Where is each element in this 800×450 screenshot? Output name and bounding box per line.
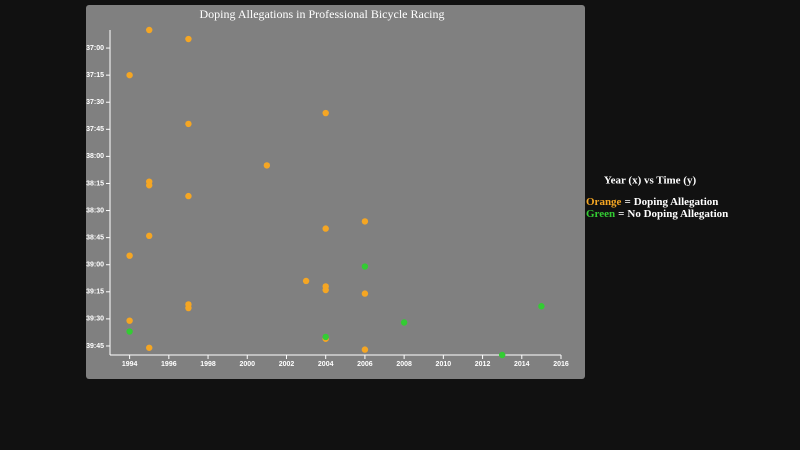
point (302, 277, 310, 285)
y-tick-label: 37:30 (86, 99, 104, 106)
x-tick-label: 2000 (239, 361, 255, 368)
y-tick-label: 38:15 (86, 180, 104, 187)
point (146, 26, 153, 34)
legend-color-word: Green (586, 208, 615, 220)
x-tick-label: 2006 (357, 361, 373, 368)
y-tick-label: 39:15 (86, 289, 104, 296)
y-tick-label: 39:00 (86, 262, 104, 269)
point (498, 351, 506, 359)
x-tick-label: 2016 (553, 361, 569, 368)
y-tick-label: 37:15 (86, 72, 104, 79)
point (126, 328, 133, 335)
legend-color-word: Orange (586, 196, 622, 208)
x-tick-label: 1994 (122, 361, 138, 368)
legend-title: Year (x) vs Time (y) (604, 175, 697, 187)
chart-title: Doping Allegations in Professional Bicyc… (200, 7, 445, 21)
point (126, 317, 133, 324)
point (146, 344, 153, 351)
y-tick-label: 38:45 (86, 234, 104, 241)
point (322, 286, 329, 294)
y-tick-label: 39:30 (86, 316, 104, 323)
point (322, 109, 329, 117)
point (126, 71, 133, 79)
point (185, 35, 192, 43)
x-tick-label: 2002 (279, 361, 295, 368)
point (361, 346, 369, 353)
point (185, 192, 192, 200)
point (263, 162, 271, 169)
legend-label: Doping Allegation (634, 196, 719, 208)
y-tick-label: 38:30 (86, 207, 104, 214)
chart-panel (86, 5, 585, 379)
y-tick-label: 37:45 (86, 126, 104, 133)
point (185, 120, 192, 128)
x-tick-label: 2010 (436, 361, 452, 368)
x-tick-label: 1998 (200, 361, 216, 368)
y-tick-label: 38:00 (86, 153, 104, 160)
y-tick-label: 37:00 (86, 45, 104, 52)
legend-label: No Doping Allegation (627, 208, 728, 220)
point (185, 304, 192, 312)
legend-entry: Orange = Doping Allegation (586, 196, 718, 208)
point (361, 263, 369, 270)
x-tick-label: 2014 (514, 361, 530, 368)
point (538, 303, 545, 310)
x-tick-label: 2004 (318, 361, 334, 368)
point (146, 232, 153, 240)
point (146, 182, 153, 189)
x-tick-label: 2012 (475, 361, 491, 368)
point (361, 290, 369, 297)
point (322, 225, 329, 232)
x-tick-label: 2008 (396, 361, 412, 368)
point (361, 218, 369, 225)
point (322, 333, 329, 341)
legend-joiner: = (618, 208, 624, 220)
legend-entry: Green = No Doping Allegation (586, 208, 728, 220)
legend-joiner: = (624, 196, 630, 208)
x-tick-label: 1996 (161, 361, 177, 368)
point (400, 319, 408, 326)
y-tick-label: 39:45 (86, 343, 104, 350)
point (126, 252, 133, 259)
